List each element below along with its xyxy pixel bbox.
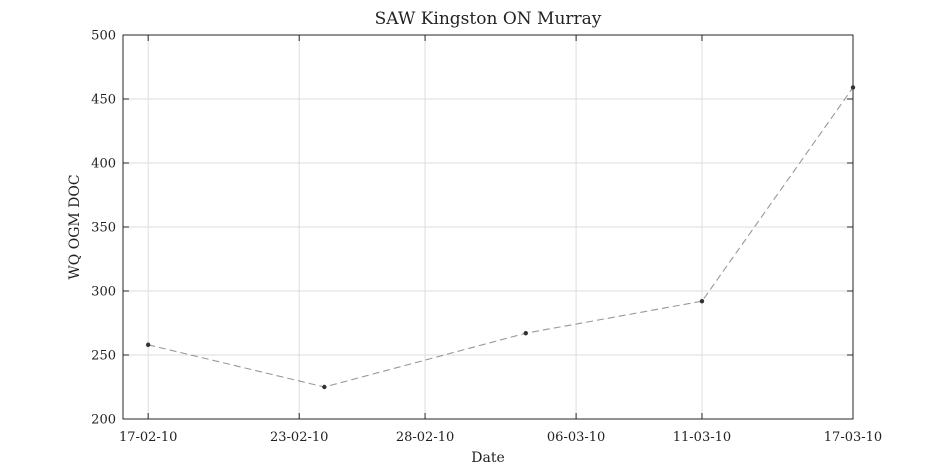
x-axis-title: Date — [471, 450, 504, 466]
y-tick-label: 350 — [91, 221, 116, 236]
y-tick-label: 400 — [91, 157, 116, 172]
y-tick-label: 300 — [91, 285, 116, 300]
x-tick-label: 28-02-10 — [396, 430, 454, 445]
y-tick-label: 200 — [91, 413, 116, 428]
axis-ticks: 200 250 300 350 400 450 500 17-02-10 23-02-10 28-… — [91, 29, 882, 446]
x-tick-label: 17-03-10 — [824, 430, 882, 445]
series-layer — [145, 85, 856, 390]
y-tick-label: 250 — [91, 349, 116, 364]
data-point — [699, 299, 705, 304]
data-point — [523, 331, 528, 336]
y-tick-label: 500 — [91, 29, 116, 44]
data-point — [322, 384, 327, 390]
series-line — [148, 87, 854, 388]
x-tick-label: 17-02-10 — [119, 430, 177, 445]
y-axis-title: WQ OGM DOC — [67, 174, 83, 279]
x-tick-label: 23-02-10 — [270, 430, 328, 445]
data-point — [145, 342, 151, 347]
x-tick-label: 06-03-10 — [547, 430, 605, 445]
grid — [123, 34, 854, 420]
y-tick-label: 450 — [91, 93, 116, 108]
chart-title: SAW Kingston ON Murray — [375, 9, 602, 29]
data-point — [850, 85, 856, 90]
x-tick-label: 11-03-10 — [673, 430, 731, 445]
